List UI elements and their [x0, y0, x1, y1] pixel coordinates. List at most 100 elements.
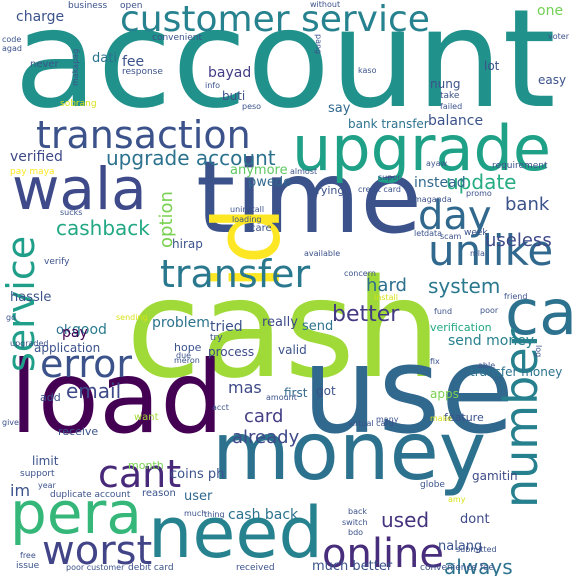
word-verified: verified	[10, 149, 63, 165]
word-virtual-card: virtual card	[348, 419, 394, 428]
word-duplicate-account: duplicate account	[50, 490, 131, 500]
word-coins-ph: coins ph	[170, 467, 225, 482]
word-fund: fund	[434, 307, 453, 316]
word-fee: fee	[122, 54, 145, 70]
word-cant: cant	[98, 452, 182, 496]
word-card: card	[244, 406, 284, 427]
word-used: used	[381, 508, 430, 532]
word-much-better: much better	[312, 559, 393, 574]
word-sending: sending	[116, 313, 148, 322]
word-makapag: makapag	[71, 48, 80, 86]
word-data: data	[424, 229, 443, 238]
word-pwede: pwede	[248, 175, 292, 190]
word-feature: feature	[444, 411, 484, 424]
word-bank: bank	[505, 194, 550, 215]
word-hope: hope	[174, 341, 202, 354]
word-always: always	[444, 555, 513, 576]
word-load: load	[10, 339, 224, 456]
word-month: month	[128, 459, 164, 472]
word-dati: dati	[92, 51, 117, 66]
word-week: week	[464, 228, 488, 238]
word-good: good	[72, 322, 107, 338]
word-useless: useless	[485, 230, 552, 251]
word-update: update	[446, 170, 517, 194]
word-hirap: hirap	[172, 237, 203, 251]
word-issue: issue	[16, 561, 40, 571]
word-pera: pera	[10, 479, 142, 547]
word-amount: amount	[266, 393, 297, 402]
word-available: available	[304, 249, 341, 258]
word-trying: trying	[312, 184, 345, 197]
word-transfer-money: transfer money	[470, 365, 563, 379]
word-pang: pang	[314, 34, 323, 55]
word-due: due	[176, 351, 192, 360]
word-meron: meron	[174, 356, 200, 365]
word-process: process	[208, 345, 255, 359]
word-pay-maya: pay maya	[10, 167, 55, 177]
word-many: many	[376, 415, 399, 424]
word-give: give	[2, 418, 19, 427]
word-verify: verify	[44, 257, 70, 267]
word-pay: pay	[62, 325, 88, 341]
word-make: make	[430, 414, 452, 423]
word-maganda: maganda	[414, 195, 452, 204]
word-balance: balance	[428, 113, 484, 129]
word-receive: receive	[58, 425, 99, 438]
word-error: error	[40, 342, 132, 386]
word-account: account	[14, 0, 556, 139]
word-email: email	[66, 379, 122, 403]
word-unlike: unlike	[428, 226, 554, 275]
word-apps: apps	[430, 387, 459, 401]
word-limit: limit	[32, 454, 59, 468]
word-tried: tried	[210, 319, 243, 335]
word-failed: failed	[440, 102, 463, 111]
word-im: im	[10, 481, 31, 500]
word-ca: ca	[505, 276, 576, 349]
word-nalang: nalang	[438, 539, 483, 554]
word-anymore: anymore	[230, 163, 288, 178]
word-user: user	[184, 489, 213, 504]
word-buti: buti	[222, 89, 246, 103]
word-reason: reason	[142, 488, 176, 499]
word-wala: wala	[12, 155, 147, 223]
word-globe: globe	[420, 480, 445, 490]
word-amy: amy	[448, 495, 466, 504]
word-never: never	[30, 59, 59, 70]
word-kaso: kaso	[358, 66, 377, 75]
word-time: time	[196, 139, 422, 256]
word-much: much	[184, 509, 207, 518]
word-convenience-fee: convenience fee	[420, 563, 495, 573]
word-already: already	[232, 427, 300, 448]
word-bayad: bayad	[208, 65, 252, 81]
word-promo: promo	[466, 189, 492, 198]
word-transfer: transfer	[160, 252, 311, 296]
word-care: care	[250, 223, 272, 234]
word-log: log	[534, 345, 543, 358]
word-debit-card: debit card	[128, 563, 174, 573]
word-requirement: requirement	[492, 161, 548, 171]
word-poor: poor	[480, 306, 499, 315]
word-thing: thing	[204, 510, 225, 519]
word-year: year	[38, 481, 56, 490]
word-sucks: sucks	[60, 208, 83, 217]
word-install: install	[374, 293, 398, 302]
word-need: need	[148, 492, 323, 574]
word-one: one	[537, 3, 564, 19]
word-send: send	[302, 319, 334, 334]
word-mas: mas	[228, 378, 262, 397]
word-fix: fix	[430, 357, 440, 366]
word-want: want	[134, 412, 159, 423]
word-cashback: cashback	[56, 216, 150, 240]
word-cash-back: cash back	[228, 507, 299, 523]
word-better: better	[332, 302, 400, 327]
word-agad: agad	[2, 44, 22, 53]
word-able: able	[478, 361, 496, 370]
word-sobrang: sobrang	[60, 99, 97, 109]
word-go: go	[6, 313, 16, 322]
word-easy: easy	[538, 73, 567, 87]
word-upgraded: upgraded	[10, 339, 49, 348]
word-acct: acct	[212, 403, 229, 412]
word-instead: instead	[414, 175, 466, 191]
word-valid: valid	[278, 343, 307, 357]
